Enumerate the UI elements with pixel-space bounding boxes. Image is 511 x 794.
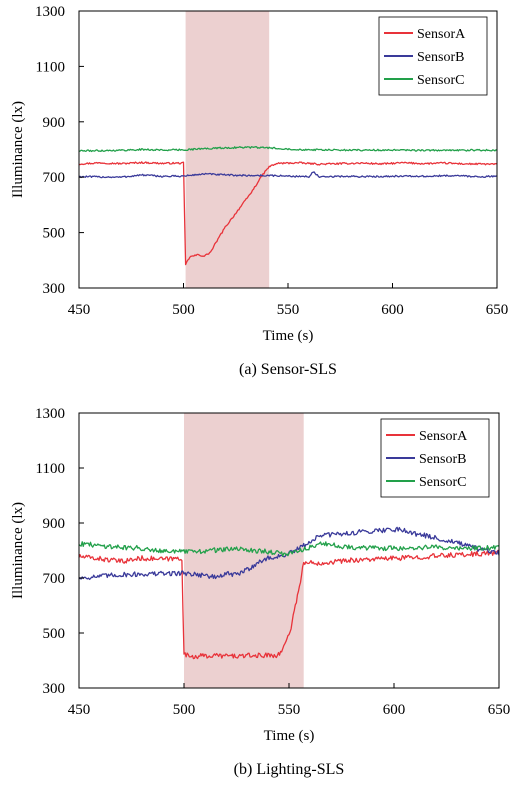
series-sensorc-line [78,541,500,557]
x-tick-label: 500 [173,702,196,718]
x-axis-label: Time (s) [264,728,315,744]
y-axis-label: Illuminance (lx) [10,101,26,198]
series-sensora-line [78,161,498,266]
y-tick-label: 700 [43,170,66,186]
x-tick-label: 450 [68,702,91,718]
y-tick-label: 900 [43,115,66,131]
x-tick-label: 650 [486,302,509,318]
x-tick-label: 600 [381,302,404,318]
legend-label-sensorc: SensorC [419,475,466,490]
y-tick-label: 300 [43,681,66,697]
legend-label-sensorb: SensorB [419,452,466,467]
x-tick-label: 450 [68,302,91,318]
highlight-region [185,11,270,288]
y-tick-label: 1100 [36,461,65,477]
x-tick-label: 500 [172,302,195,318]
y-tick-label: 900 [43,516,66,532]
y-tick-label: 1300 [35,4,65,20]
chart-sensor-sls: 450 500 550 600 650 300 500 700 900 1100 1300 Time … [10,4,509,378]
x-axis-label: Time (s) [263,328,314,344]
series-sensorb-line [78,171,498,179]
series-sensora-line [78,549,500,660]
legend-label-sensorc: SensorC [417,73,464,88]
y-tick-label: 700 [43,571,66,587]
chart-caption: (b) Lighting-SLS [234,761,345,778]
legend-label-sensora: SensorA [417,27,466,42]
x-tick-label: 650 [488,702,511,718]
y-tick-label: 500 [43,626,66,642]
x-tick-label: 550 [277,302,300,318]
y-tick-label: 500 [43,226,66,242]
series-sensorc-line [78,146,498,153]
x-tick-label: 550 [278,702,301,718]
y-tick-label: 300 [43,281,66,297]
chart-caption: (a) Sensor-SLS [239,361,337,378]
legend-label-sensorb: SensorB [417,50,464,65]
chart-lighting-sls: 450 500 550 600 650 300 500 700 900 1100 1300 Time … [10,406,511,778]
x-tick-label: 600 [383,702,406,718]
y-axis-label: Illuminance (lx) [10,502,26,599]
y-tick-label: 1100 [36,59,65,75]
y-tick-label: 1300 [35,406,65,422]
legend-label-sensora: SensorA [419,429,468,444]
